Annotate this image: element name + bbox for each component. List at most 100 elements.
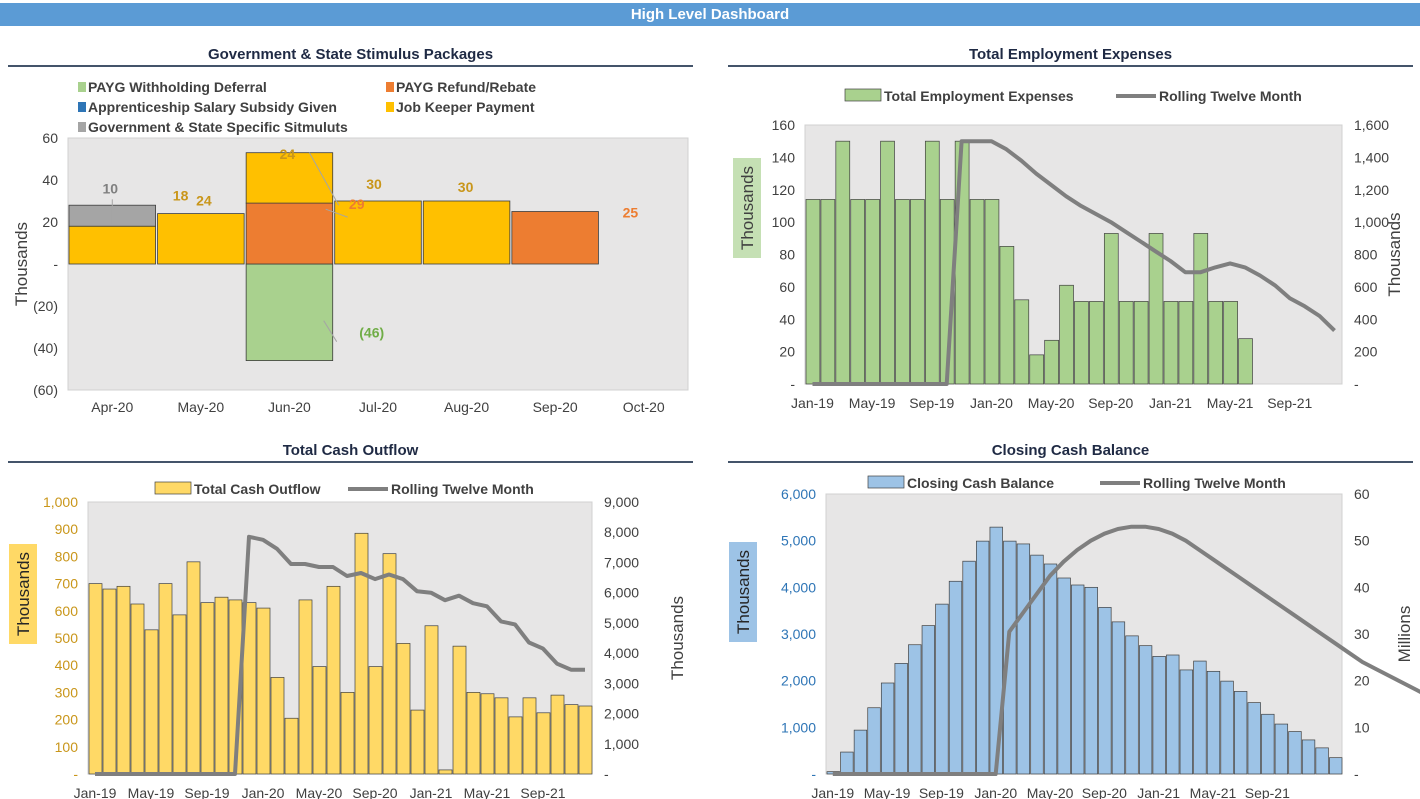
- legend-swatch-bar: [867, 475, 905, 489]
- bar: [1247, 702, 1261, 775]
- bar: [895, 199, 910, 385]
- y2-tick-label: 400: [1354, 311, 1378, 327]
- legend-label: Apprenticeship Salary Subsidy Given: [88, 99, 337, 115]
- y2-axis-title: Thousands: [668, 596, 687, 680]
- bar-job-keeper-payment: [422, 200, 511, 265]
- x-tick-label: Jul-20: [359, 399, 397, 415]
- x-tick-label: Sep-20: [533, 399, 578, 415]
- data-label: 18: [173, 188, 189, 204]
- y2-tick-label: 60: [1354, 486, 1370, 502]
- bar: [880, 682, 895, 775]
- y2-tick-label: 1,600: [1354, 117, 1389, 133]
- bar: [984, 199, 1000, 385]
- legend-label: PAYG Refund/Rebate: [396, 79, 536, 95]
- bar: [1084, 586, 1098, 775]
- bar: [494, 697, 509, 775]
- bar: [1103, 233, 1119, 385]
- x-tick-label: Sep-19: [919, 785, 964, 799]
- bar: [1133, 301, 1149, 385]
- data-label: 30: [458, 179, 474, 195]
- bar: [820, 199, 836, 385]
- x-tick-label: Sep-21: [1245, 785, 1290, 799]
- y2-tick-label: 200: [1354, 344, 1378, 360]
- bar: [910, 199, 925, 385]
- legend-label: Job Keeper Payment: [396, 99, 535, 115]
- bar: [1043, 563, 1058, 775]
- x-tick-label: Sep-20: [352, 785, 397, 799]
- x-tick-label: Jan-21: [1137, 785, 1180, 799]
- bar: [1261, 713, 1275, 775]
- x-tick-label: May-20: [296, 785, 343, 799]
- y-tick-label: 100: [772, 214, 796, 230]
- y-tick-label: (40): [33, 340, 58, 356]
- y-tick-label: 400: [55, 657, 79, 673]
- bar: [172, 614, 187, 775]
- bar: [1029, 354, 1045, 385]
- data-label: 25: [623, 205, 639, 221]
- x-tick-label: Jan-19: [811, 785, 854, 799]
- bar: [466, 692, 481, 775]
- bar: [1148, 233, 1164, 385]
- y-tick-label: 60: [42, 130, 58, 146]
- bar: [1118, 301, 1134, 385]
- bar: [948, 580, 963, 775]
- bar: [242, 602, 257, 775]
- x-tick-label: Jan-19: [791, 395, 834, 411]
- bar: [88, 583, 103, 775]
- y-axis-title: Thousands: [14, 552, 33, 636]
- bar: [1315, 747, 1329, 775]
- bar: [410, 709, 425, 775]
- closing-cash-chart: - 1,000 2,000 3,000 4,000 5,000 6,000 - 10 20 30 40…: [729, 475, 1420, 799]
- bar: [1234, 691, 1248, 775]
- y2-tick-label: 600: [1354, 279, 1378, 295]
- bar-job-keeper-payment: [157, 213, 245, 265]
- y-tick-label: 160: [772, 117, 796, 133]
- bar: [865, 199, 880, 385]
- bar: [382, 553, 397, 775]
- y-tick-label: -: [53, 256, 58, 272]
- bar: [1138, 645, 1153, 775]
- y-tick-label: 60: [779, 279, 795, 295]
- leader-line: [323, 320, 338, 342]
- y-tick-label: 5,000: [781, 533, 816, 549]
- x-tick-label: May-20: [1027, 785, 1074, 799]
- bar: [1178, 301, 1194, 385]
- legend-label: Rolling Twelve Month: [1159, 88, 1302, 104]
- y-tick-label: 40: [779, 311, 795, 327]
- x-tick-label: May-21: [1190, 785, 1237, 799]
- bar: [969, 199, 985, 385]
- y-tick-label: 900: [55, 521, 79, 537]
- bar: [508, 716, 523, 775]
- bar: [298, 599, 313, 775]
- y2-tick-label: 9,000: [604, 494, 639, 510]
- bar: [1166, 654, 1180, 775]
- y2-tick-label: 800: [1354, 247, 1378, 263]
- y-tick-label: 600: [55, 603, 79, 619]
- bar: [924, 140, 940, 385]
- bar: [1301, 739, 1316, 775]
- bar: [1044, 339, 1059, 385]
- bar-payg-refund-rebate: [511, 211, 599, 265]
- bar: [853, 729, 868, 775]
- bar: [962, 560, 976, 775]
- bar: [894, 663, 908, 775]
- rolling-twelve-month-line: [832, 524, 1420, 776]
- x-tick-label: Sep-19: [909, 395, 954, 411]
- bar-payg-withholding-deferral: [245, 263, 334, 361]
- bar: [867, 707, 881, 775]
- y2-tick-label: 5,000: [604, 615, 639, 631]
- bar: [1111, 621, 1126, 775]
- bar: [368, 666, 383, 775]
- y2-tick-label: 20: [1354, 673, 1370, 689]
- bar-job-keeper-payment: [68, 225, 156, 265]
- y2-tick-label: 1,400: [1354, 149, 1389, 165]
- legend-label: Total Cash Outflow: [194, 481, 321, 497]
- x-tick-label: Apr-20: [91, 399, 133, 415]
- bar: [270, 677, 285, 775]
- bar: [480, 693, 495, 775]
- bar: [999, 246, 1015, 385]
- x-tick-label: May-21: [1207, 395, 1254, 411]
- legend-swatch: [78, 82, 86, 92]
- bar: [1057, 577, 1071, 775]
- bar: [1329, 757, 1343, 775]
